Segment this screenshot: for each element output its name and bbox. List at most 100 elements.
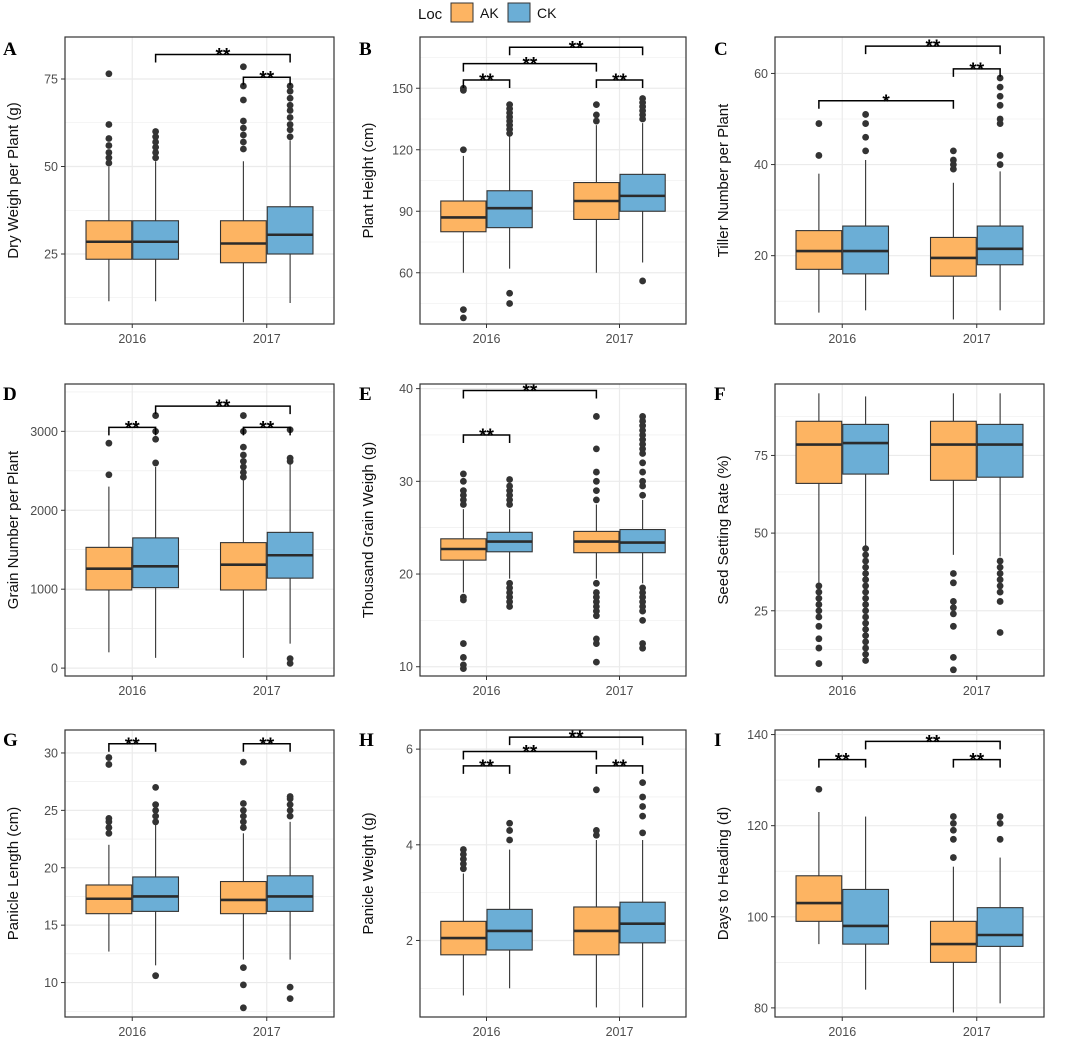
outlier-point	[286, 454, 294, 462]
outlier-point	[239, 758, 247, 766]
x-tick-label: 2016	[473, 332, 501, 346]
legend: Loc AK CK	[418, 2, 557, 23]
significance-bracket: **	[462, 743, 598, 764]
significance-label: **	[479, 71, 494, 92]
significance-bracket: **	[154, 397, 291, 418]
significance-bracket: **	[462, 426, 511, 447]
outlier-point	[862, 613, 870, 621]
outlier-point	[152, 801, 160, 809]
y-tick-label: 80	[754, 1001, 768, 1015]
significance-label: **	[259, 418, 274, 439]
outlier-point	[862, 632, 870, 640]
significance-bracket: **	[462, 55, 598, 76]
outlier-point	[239, 138, 247, 146]
y-tick-label: 0	[51, 662, 58, 676]
outlier-point	[949, 854, 957, 861]
significance-label: **	[569, 38, 584, 59]
x-tick-label: 2017	[253, 332, 281, 346]
box-2017-ck	[619, 95, 666, 285]
outlier-point	[592, 658, 600, 666]
significance-bracket: **	[864, 37, 1001, 58]
box-2016-ak	[795, 785, 843, 945]
legend-key-ck	[507, 2, 531, 23]
legend-title: Loc	[418, 6, 443, 23]
box-iqr	[132, 220, 180, 260]
outlier-point	[815, 601, 823, 608]
box-iqr	[929, 420, 977, 481]
y-axis-title: Panicle Weight (g)	[360, 812, 377, 934]
panel-letter: A	[3, 39, 17, 60]
x-tick-label: 2017	[606, 684, 634, 698]
y-tick-label: 20	[44, 861, 58, 875]
panel-border	[419, 36, 687, 325]
outlier-point	[862, 570, 870, 577]
significance-bracket: **	[462, 71, 511, 92]
bracket-line	[818, 758, 867, 768]
outlier-point	[949, 666, 957, 674]
outlier-point	[152, 818, 160, 826]
box-2017-ak	[573, 101, 620, 273]
panel-letter: F	[714, 384, 726, 405]
outlier-point	[286, 801, 294, 809]
outlier-point	[459, 860, 467, 868]
outlier-point	[815, 594, 823, 602]
box-iqr	[842, 423, 890, 475]
box-iqr	[219, 220, 267, 264]
significance-label: **	[215, 46, 230, 67]
significance-bracket: **	[595, 757, 644, 778]
significance-bracket: **	[508, 38, 644, 59]
outlier-point	[239, 124, 247, 132]
outlier-point	[996, 629, 1004, 636]
significance-bracket: **	[864, 732, 1001, 753]
outlier-point	[862, 120, 870, 127]
outlier-point	[459, 470, 467, 478]
x-tick-label: 2017	[963, 684, 991, 698]
outlier-point	[506, 476, 514, 483]
outlier-point	[105, 824, 113, 831]
box-iqr	[619, 528, 666, 554]
outlier-point	[862, 619, 870, 627]
y-tick-label: 3000	[30, 425, 58, 439]
y-tick-label: 60	[754, 67, 768, 81]
box-2016-ck	[132, 128, 180, 302]
outlier-point	[592, 640, 600, 647]
bracket-line	[108, 426, 157, 436]
y-tick-label: 75	[44, 73, 58, 87]
box-2016-ck	[132, 412, 180, 658]
outlier-point	[639, 779, 647, 787]
outlier-point	[592, 496, 600, 504]
outlier-point	[996, 835, 1004, 843]
outlier-point	[592, 101, 600, 109]
significance-bracket: **	[154, 46, 291, 67]
outlier-point	[286, 133, 294, 141]
outlier-point	[815, 152, 823, 159]
outlier-point	[949, 156, 957, 164]
outlier-point	[459, 665, 467, 672]
bracket-line	[864, 45, 1001, 55]
outlier-point	[506, 603, 514, 610]
outlier-point	[506, 300, 514, 307]
outlier-point	[105, 149, 113, 156]
significance-bracket: **	[952, 751, 1001, 772]
outlier-point	[459, 855, 467, 863]
y-tick-label: 60	[399, 266, 413, 280]
box-2016-ak	[85, 754, 133, 952]
panel-letter: B	[359, 39, 372, 60]
y-axis-title: Seed Setting Rate (%)	[715, 455, 732, 604]
outlier-point	[239, 451, 247, 459]
outlier-point	[996, 92, 1004, 100]
significance-bracket: **	[242, 68, 291, 89]
outlier-point	[286, 101, 294, 109]
box-iqr	[795, 420, 843, 484]
panel-border	[64, 729, 335, 1018]
box-iqr	[929, 920, 977, 963]
outlier-point	[239, 412, 247, 419]
box-2016-ak	[440, 470, 487, 672]
outlier-point	[862, 557, 870, 565]
outlier-point	[459, 306, 467, 314]
box-iqr	[132, 537, 180, 589]
outlier-point	[152, 435, 160, 443]
legend-label-ck: CK	[537, 5, 557, 21]
box-iqr	[976, 225, 1024, 266]
